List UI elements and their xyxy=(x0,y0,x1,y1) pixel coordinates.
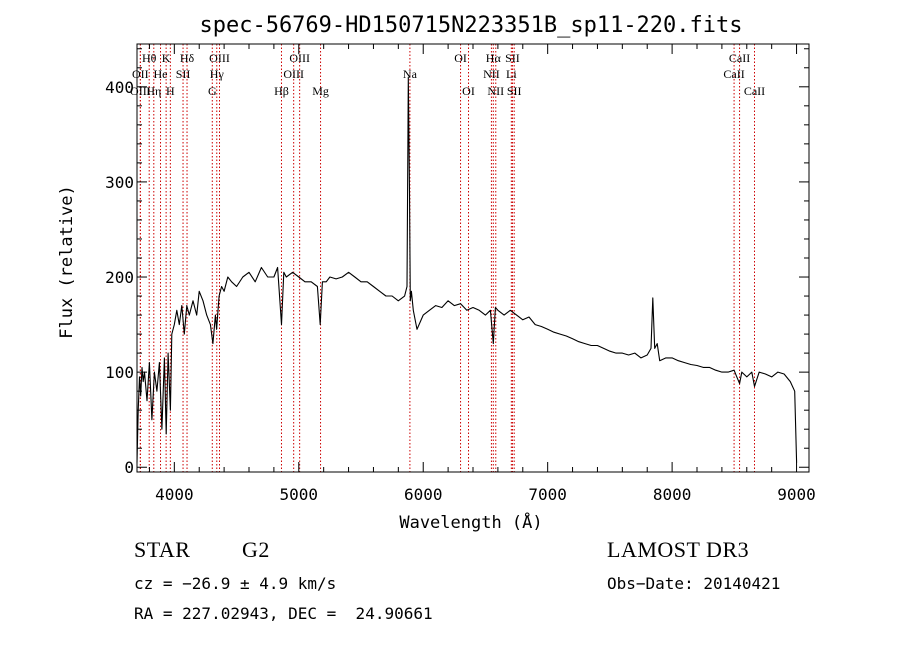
x-tick-label-3: 7000 xyxy=(528,485,567,504)
marker-label-8: Hδ xyxy=(180,51,195,65)
marker-label-10: Hγ xyxy=(210,67,225,81)
marker-label-13: OIII xyxy=(289,51,310,65)
marker-label-23: Li xyxy=(506,67,517,81)
object-subclass: G2 xyxy=(242,537,270,562)
marker-label-18: OI xyxy=(462,84,475,98)
spectral-line-markers xyxy=(139,44,755,472)
x-tick-label-1: 5000 xyxy=(280,485,319,504)
marker-label-21: NII xyxy=(487,84,504,98)
marker-label-14: OIII xyxy=(283,67,304,81)
x-axis-label: Wavelength (Å) xyxy=(399,511,542,533)
marker-label-15: Mg xyxy=(312,84,329,98)
x-tick-label-0: 4000 xyxy=(155,485,194,504)
redshift-cz: cz = −26.9 ± 4.9 km/s xyxy=(134,574,337,593)
survey-label: LAMOST DR3 xyxy=(607,537,750,562)
marker-label-0: Hθ xyxy=(142,51,157,65)
marker-label-6: SII xyxy=(176,67,191,81)
plot-frame xyxy=(136,43,810,473)
marker-label-4: He xyxy=(154,67,168,81)
marker-label-5: Hη xyxy=(146,84,161,98)
marker-label-24: SII xyxy=(507,84,522,98)
marker-label-9: OIII xyxy=(209,51,230,65)
y-tick-label-2: 200 xyxy=(105,268,134,287)
marker-label-16: Na xyxy=(403,67,418,81)
marker-label-25: CaII xyxy=(729,51,750,65)
ra-dec: RA = 227.02943, DEC = 24.90661 xyxy=(134,604,433,623)
marker-label-26: CaII xyxy=(723,67,744,81)
x-tick-label-2: 6000 xyxy=(404,485,443,504)
y-axis-label: Flux (relative) xyxy=(57,185,77,339)
marker-label-27: CaII xyxy=(744,84,765,98)
y-tick-label-0: 0 xyxy=(124,458,134,477)
marker-label-2: OIII xyxy=(130,84,151,98)
object-class: STAR xyxy=(134,537,191,562)
plot-frame-group: 4000 5000 6000 7000 8000 9000 0 100 200 300 400 xyxy=(105,43,816,504)
marker-label-12: Hβ xyxy=(274,84,289,98)
chart-title: spec-56769-HD150715N223351B_sp11-220.fit… xyxy=(199,13,742,38)
marker-label-11: G xyxy=(208,84,217,98)
marker-label-20: NII xyxy=(483,67,500,81)
x-tick-label-4: 8000 xyxy=(653,485,692,504)
y-tick-label-3: 300 xyxy=(105,173,134,192)
x-tick-label-5: 9000 xyxy=(777,485,816,504)
y-tick-label-1: 100 xyxy=(105,363,134,382)
marker-label-19: Hα xyxy=(486,51,502,65)
marker-label-1: OII xyxy=(132,67,149,81)
obs-date: Obs−Date: 20140421 xyxy=(607,574,781,593)
marker-label-17: OI xyxy=(454,51,467,65)
y-tick-label-4: 400 xyxy=(105,78,134,97)
marker-label-22: SII xyxy=(505,51,520,65)
spectrum-trace-group xyxy=(136,76,798,463)
marker-label-3: K xyxy=(162,51,171,65)
spectrum-line-0 xyxy=(136,76,798,463)
marker-label-7: H xyxy=(166,84,175,98)
